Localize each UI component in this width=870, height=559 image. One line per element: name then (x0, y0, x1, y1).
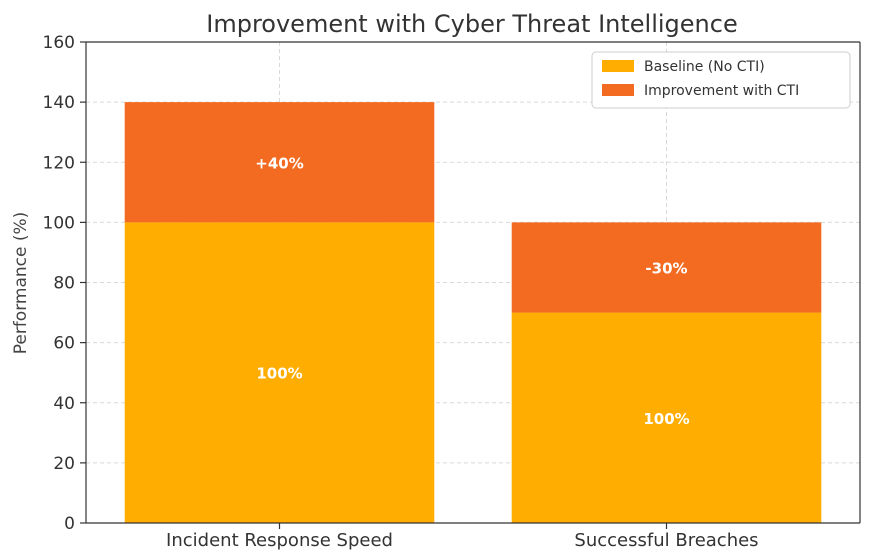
y-tick-label: 120 (43, 153, 75, 173)
bar-baseline (511, 312, 822, 523)
bar-value-label: +40% (255, 154, 303, 172)
y-tick-label: 80 (53, 274, 75, 294)
bars: 100% +40% 100% -30% (124, 102, 822, 523)
y-tick-label: 140 (43, 93, 75, 113)
y-axis-label: Performance (%) (11, 212, 31, 355)
x-tick-label: Successful Breaches (574, 530, 758, 551)
legend-label: Improvement with CTI (644, 83, 799, 99)
y-tick-label: 0 (64, 514, 75, 534)
bar-improvement (124, 102, 435, 223)
chart-title: Improvement with Cyber Threat Intelligen… (206, 10, 737, 38)
bar-value-label: 100% (256, 365, 302, 383)
y-tick-label: 60 (53, 334, 75, 354)
x-tick-label: Incident Response Speed (166, 530, 393, 551)
legend-box (591, 51, 851, 109)
legend: Baseline (No CTI) Improvement with CTI (591, 51, 851, 109)
axes: 0 20 40 60 80 100 120 140 160 Incident Response S… (43, 33, 861, 551)
bar-value-label: -30% (645, 259, 687, 277)
y-tick-label: 40 (53, 394, 75, 414)
y-tick-label: 100 (43, 213, 75, 233)
legend-swatch (602, 84, 634, 96)
bar-improvement (511, 222, 822, 313)
legend-label: Baseline (No CTI) (644, 59, 765, 75)
legend-swatch (602, 60, 634, 72)
y-tick-label: 160 (43, 33, 75, 53)
y-tick-label: 20 (53, 454, 75, 474)
bar-baseline (124, 222, 435, 523)
bar-value-label: 100% (643, 410, 689, 428)
